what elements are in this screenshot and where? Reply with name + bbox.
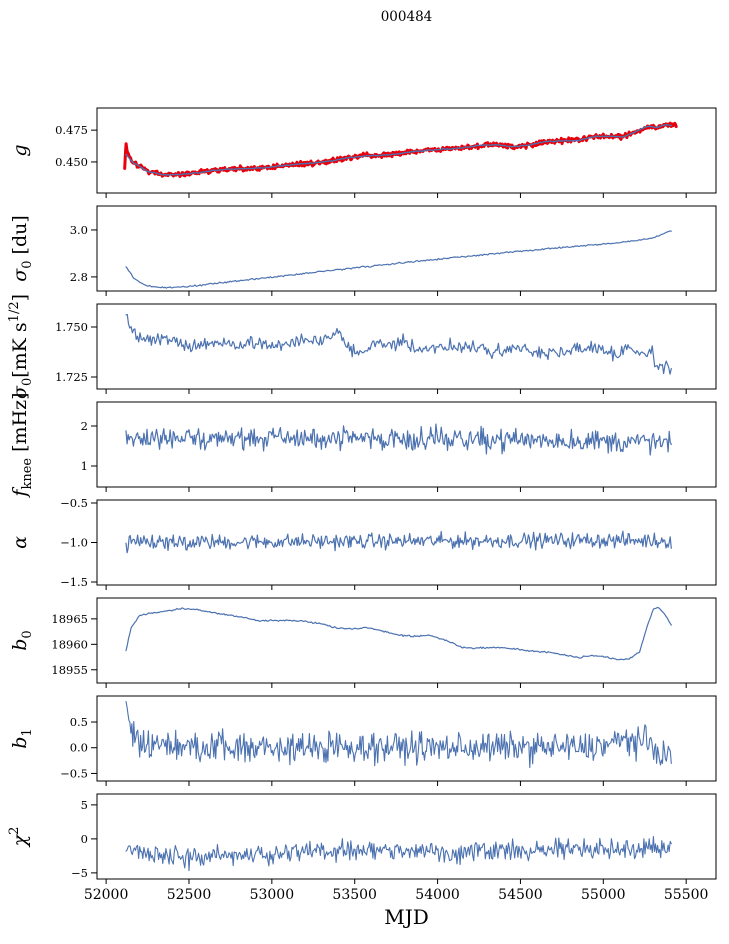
y-tick-label: 2 (81, 419, 88, 433)
axes-border (96, 695, 717, 782)
y-tick-label: 18955 (51, 663, 88, 677)
y-tick-label: 3.0 (70, 223, 88, 237)
series-b0 (125, 606, 672, 661)
series-alpha (125, 530, 672, 554)
y-axis-label: σ0 [du] (9, 215, 35, 282)
subplot-b1: 0.5 0.0 −0.5 b1 (9, 695, 717, 786)
series-b1 (125, 700, 672, 769)
y-axis-label: α (9, 536, 31, 549)
figure-title: 000484 (380, 9, 433, 25)
x-tick-label: 52500 (167, 887, 212, 903)
y-tick-label: 0.0 (70, 741, 88, 755)
x-tick-label: 54500 (498, 887, 543, 903)
subplot-sigma0-mK: 1.750 1.725 σ0[mK s1/2] (7, 294, 717, 399)
subplot-sigma0-du: 3.0 2.8 σ0 [du] (9, 205, 717, 296)
axes-border (96, 597, 717, 684)
y-tick-label: 0.475 (55, 123, 88, 137)
y-tick-label: 18960 (51, 637, 88, 651)
series-fknee (125, 423, 672, 456)
y-tick-label: 2.8 (70, 270, 88, 284)
series-g-fit (125, 123, 672, 176)
axes-border (96, 303, 717, 390)
y-axis-label: fknee [mHz] (9, 392, 35, 498)
y-tick-label: 18965 (51, 612, 88, 626)
subplot-alpha: −0.5 −1.0 −1.5 α (9, 496, 717, 590)
y-tick-label: −1.0 (60, 536, 88, 550)
y-axis-label: χ2 (7, 827, 31, 849)
series-sigma0-du (125, 230, 672, 289)
x-tick-label: 55500 (664, 887, 709, 903)
y-tick-label: 1.750 (55, 320, 88, 334)
y-tick-label: 0.5 (70, 715, 88, 729)
y-axis-label: b0 (9, 630, 35, 650)
x-tick-label: 53500 (332, 887, 377, 903)
y-tick-label: 1 (81, 459, 88, 473)
y-tick-label: −5 (71, 866, 88, 880)
x-tick-label: 54000 (415, 887, 460, 903)
y-tick-label: 5 (81, 798, 88, 812)
y-tick-label: 0 (81, 832, 88, 846)
y-axis-label: σ0[mK s1/2] (7, 294, 35, 399)
x-tick-label: 55000 (581, 887, 626, 903)
series-sigma0-mK (125, 314, 672, 375)
subplot-fknee: 2 1 fknee [mHz] (9, 392, 717, 499)
series-g-data (123, 121, 678, 178)
y-tick-label: −1.5 (60, 575, 88, 589)
x-axis-label: MJD (384, 905, 429, 929)
axes-border (96, 205, 717, 292)
axes-border (96, 793, 717, 880)
axes-border (96, 107, 717, 194)
y-tick-label: −0.5 (60, 496, 88, 510)
axes-border (96, 401, 717, 488)
subplot-chi2: 5 0 −5 52000 52500 53000 53500 54000 54500 55000 5… (7, 793, 717, 903)
x-tick-label: 53000 (250, 887, 295, 903)
y-tick-label: 1.725 (55, 370, 88, 384)
series-chi2 (125, 835, 672, 872)
x-tick-label: 52000 (84, 887, 129, 903)
y-axis-label: g (9, 144, 31, 156)
y-tick-label: −0.5 (60, 766, 88, 780)
y-axis-label: b1 (9, 728, 35, 748)
subplot-g: 0.475 0.450 g (9, 107, 717, 198)
y-tick-label: 0.450 (55, 155, 88, 169)
subplot-b0: 18965 18960 18955 b0 (9, 597, 717, 688)
